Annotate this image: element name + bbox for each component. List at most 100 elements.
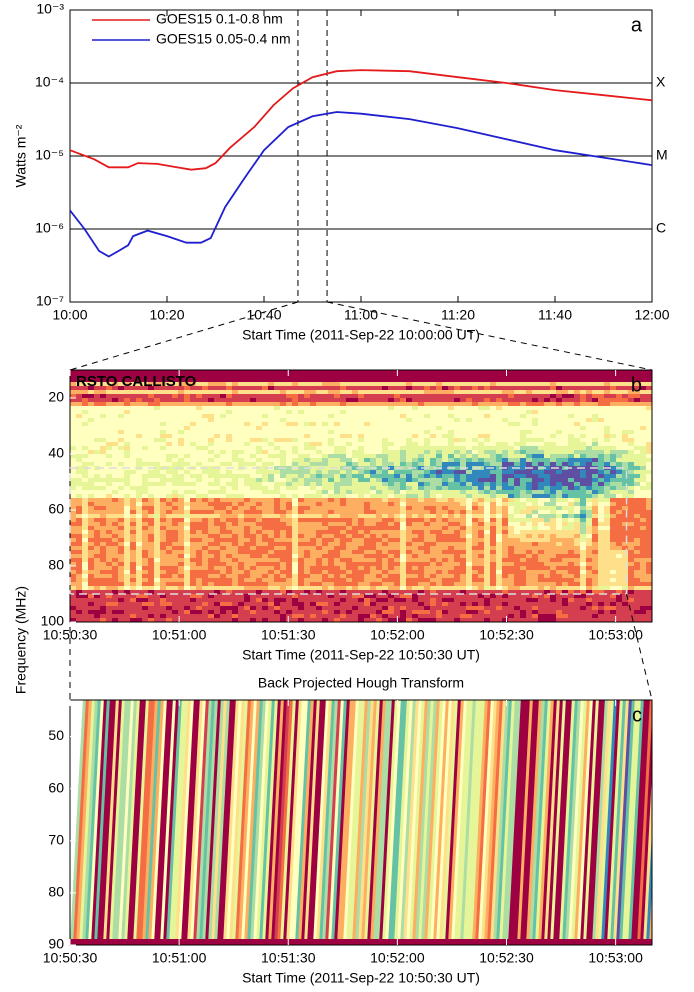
- spectrogram-cell: [76, 442, 83, 447]
- spectrogram-cell: [628, 390, 635, 395]
- spectrogram-cell: [562, 546, 569, 551]
- spectrogram-cell: [298, 466, 305, 471]
- spectrogram-cell: [430, 514, 437, 519]
- spectrogram-cell: [382, 470, 389, 475]
- spectrogram-cell: [292, 394, 299, 399]
- spectrogram-cell: [358, 506, 365, 511]
- spectrogram-cell: [568, 530, 575, 535]
- spectrogram-cell: [406, 430, 413, 435]
- spectrogram-cell: [532, 414, 539, 419]
- spectrogram-cell: [538, 518, 545, 523]
- spectrogram-cell: [298, 502, 305, 507]
- spectrogram-cell: [358, 450, 365, 455]
- spectrogram-cell: [460, 518, 467, 523]
- spectrogram-cell: [526, 506, 533, 511]
- spectrogram-cell: [544, 378, 551, 383]
- spectrogram-cell: [496, 382, 503, 387]
- spectrogram-cell: [490, 570, 497, 575]
- spectrogram-cell: [340, 514, 347, 519]
- spectrogram-cell: [286, 418, 293, 423]
- spectrogram-cell: [376, 458, 383, 463]
- spectrogram-cell: [466, 442, 473, 447]
- spectrogram-cell: [166, 398, 173, 403]
- spectrogram-cell: [322, 402, 329, 407]
- spectrogram-cell: [256, 402, 263, 407]
- spectrogram-cell: [610, 526, 617, 531]
- spectrogram-cell: [298, 474, 305, 479]
- spectrogram-cell: [514, 494, 521, 499]
- spectrogram-cell: [412, 454, 419, 459]
- spectrogram-cell: [364, 434, 371, 439]
- spectrogram-cell: [202, 526, 209, 531]
- spectrogram-cell: [412, 426, 419, 431]
- spectrogram-cell: [526, 542, 533, 547]
- spectrogram-cell: [544, 474, 551, 479]
- spectrogram-cell: [160, 570, 167, 575]
- spectrogram-cell: [640, 486, 647, 491]
- spectrogram-cell: [634, 446, 641, 451]
- spectrogram-cell: [472, 506, 479, 511]
- spectrogram-cell: [616, 414, 623, 419]
- spectrogram-cell: [364, 510, 371, 515]
- spectrogram-cell: [94, 470, 101, 475]
- spectrogram-cell: [184, 506, 191, 511]
- spectrogram-cell: [244, 506, 251, 511]
- spectrogram-cell: [646, 418, 652, 423]
- spectrogram-cell: [340, 374, 347, 379]
- spectrogram-cell: [538, 386, 545, 391]
- spectrogram-cell: [466, 470, 473, 475]
- spectrogram-cell: [76, 390, 83, 395]
- spectrogram-cell: [112, 454, 119, 459]
- spectrogram-cell: [400, 566, 407, 571]
- spectrogram-cell: [310, 522, 317, 527]
- spectrogram-cell: [622, 466, 629, 471]
- spectrogram-cell: [412, 518, 419, 523]
- spectrogram-cell: [382, 434, 389, 439]
- spectrogram-cell: [574, 454, 581, 459]
- spectrogram-cell: [232, 422, 239, 427]
- spectrogram-cell: [292, 486, 299, 491]
- class-label: C: [656, 220, 666, 236]
- spectrogram-cell: [364, 490, 371, 495]
- spectrogram-cell: [556, 374, 563, 379]
- spectrogram-cell: [526, 514, 533, 519]
- spectrogram-cell: [622, 374, 629, 379]
- spectrogram-cell: [322, 522, 329, 527]
- spectrogram-cell: [238, 558, 245, 563]
- spectrogram-cell: [370, 438, 377, 443]
- spectrogram-cell: [604, 462, 611, 467]
- spectrogram-cell: [580, 398, 587, 403]
- spectrogram-cell: [622, 470, 629, 475]
- spectrogram-cell: [340, 522, 347, 527]
- spectrogram-cell: [376, 562, 383, 567]
- spectrogram-cell: [244, 370, 251, 375]
- spectrogram-cell: [478, 370, 485, 375]
- spectrogram-cell: [88, 406, 95, 411]
- spectrogram-cell: [82, 570, 89, 575]
- spectrogram-cell: [88, 566, 95, 571]
- spectrogram-cell: [262, 546, 269, 551]
- spectrogram-cell: [130, 470, 137, 475]
- spectrogram-cell: [196, 458, 203, 463]
- spectrogram-cell: [382, 442, 389, 447]
- spectrogram-cell: [286, 522, 293, 527]
- spectrogram-cell: [628, 438, 635, 443]
- spectrogram-cell: [388, 406, 395, 411]
- spectrogram-cell: [190, 570, 197, 575]
- spectrogram-cell: [286, 474, 293, 479]
- spectrogram-cell: [208, 550, 215, 555]
- spectrogram-cell: [640, 454, 647, 459]
- spectrogram-cell: [646, 478, 652, 483]
- spectrogram-cell: [352, 446, 359, 451]
- spectrogram-cell: [634, 514, 641, 519]
- spectrogram-cell: [364, 454, 371, 459]
- spectrogram-cell: [136, 470, 143, 475]
- spectrogram-cell: [544, 566, 551, 571]
- spectrogram-cell: [154, 438, 161, 443]
- spectrogram-cell: [598, 518, 605, 523]
- spectrogram-cell: [424, 542, 431, 547]
- spectrogram-cell: [310, 474, 317, 479]
- spectrogram-cell: [256, 498, 263, 503]
- spectrogram-cell: [316, 414, 323, 419]
- spectrogram-cell: [208, 558, 215, 563]
